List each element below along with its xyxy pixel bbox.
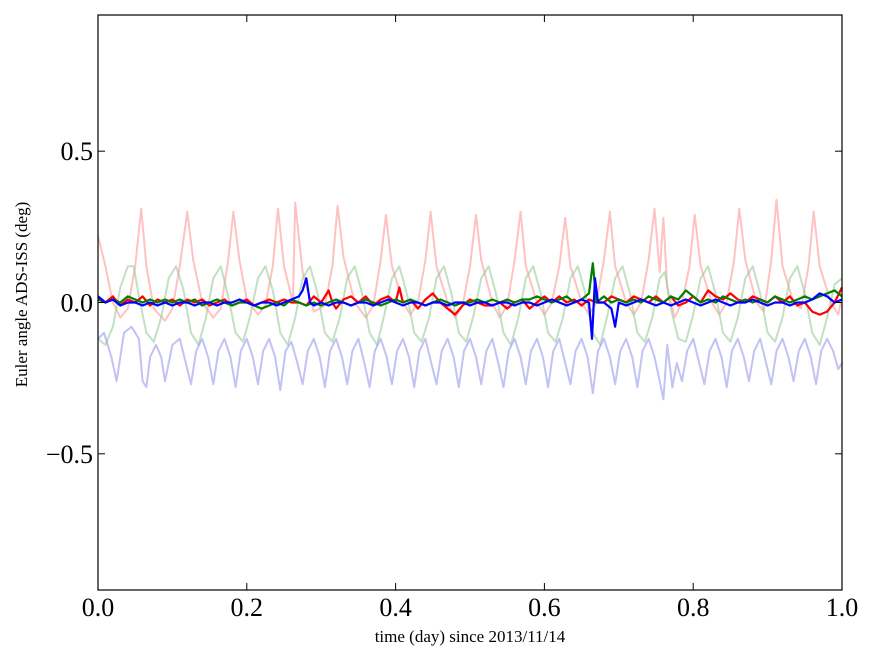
tick-layer: 0.0 0.2 0.4 0.6 0.8 1.0 −0.5 0.0 0.5 [46,15,858,622]
y-axis-label: Euler angle ADS-ISS (deg) [12,202,31,388]
series-line-3 [97,325,843,401]
y-tick-label: 0.5 [61,137,94,166]
series-line-6 [97,277,843,340]
y-tick-label: 0.0 [61,289,94,318]
x-tick-label: 0.0 [82,593,115,622]
x-tick-label: 0.4 [379,593,412,622]
series-line-4 [97,286,843,316]
y-tick-label: −0.5 [46,440,93,469]
x-tick-label: 0.2 [231,593,264,622]
x-tick-label: 1.0 [826,593,859,622]
x-tick-label: 0.8 [677,593,710,622]
series-layer [97,198,843,401]
x-tick-label: 0.6 [528,593,561,622]
x-axis-label: time (day) since 2013/11/14 [375,627,566,646]
series-line-1 [97,198,843,322]
